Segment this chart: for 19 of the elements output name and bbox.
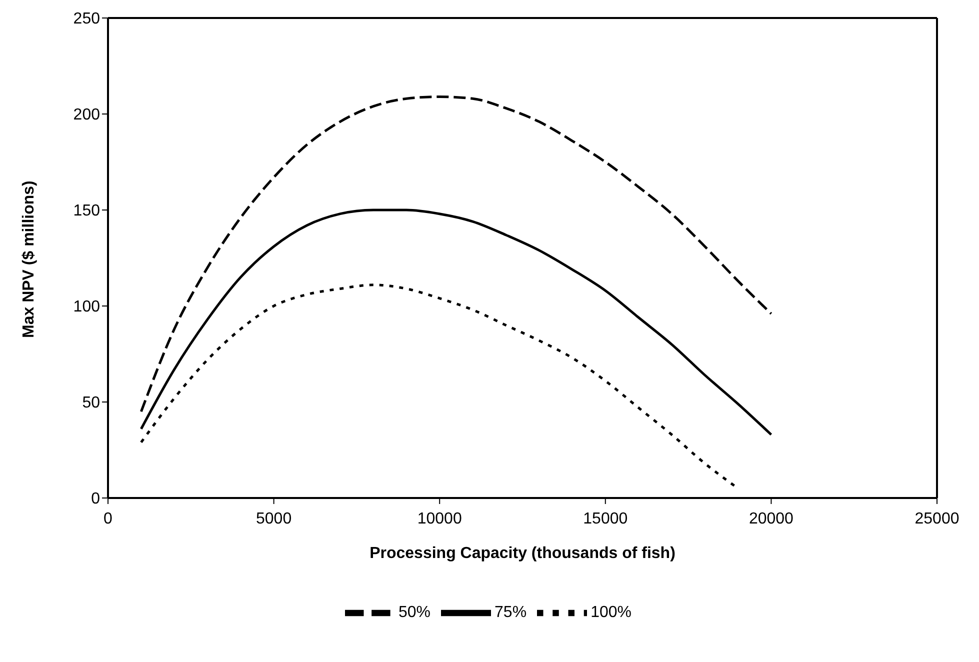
x-tick-label: 5000 bbox=[256, 510, 292, 528]
y-axis-title: Max NPV ($ millions) bbox=[20, 180, 38, 338]
y-tick-label: 200 bbox=[73, 106, 100, 124]
x-tick-label: 20000 bbox=[748, 510, 794, 528]
line-series bbox=[140, 208, 772, 436]
y-tick-label: 250 bbox=[73, 10, 100, 28]
x-tick-label: 15000 bbox=[583, 510, 628, 528]
legend-label: 75% bbox=[494, 604, 527, 622]
x-axis-title: Processing Capacity (thousands of fish) bbox=[370, 545, 676, 562]
x-tick-label: 25000 bbox=[914, 510, 960, 528]
x-tick-label: 0 bbox=[104, 510, 113, 528]
y-tick-label: 100 bbox=[73, 298, 100, 316]
x-tick-label: 10000 bbox=[417, 510, 462, 528]
y-tick-label: 150 bbox=[73, 202, 100, 220]
y-tick-label: 50 bbox=[82, 394, 100, 412]
legend-label: 50% bbox=[398, 604, 431, 622]
line-series bbox=[140, 95, 772, 413]
y-tick-label: 0 bbox=[91, 490, 100, 508]
legend-label: 100% bbox=[590, 604, 632, 622]
